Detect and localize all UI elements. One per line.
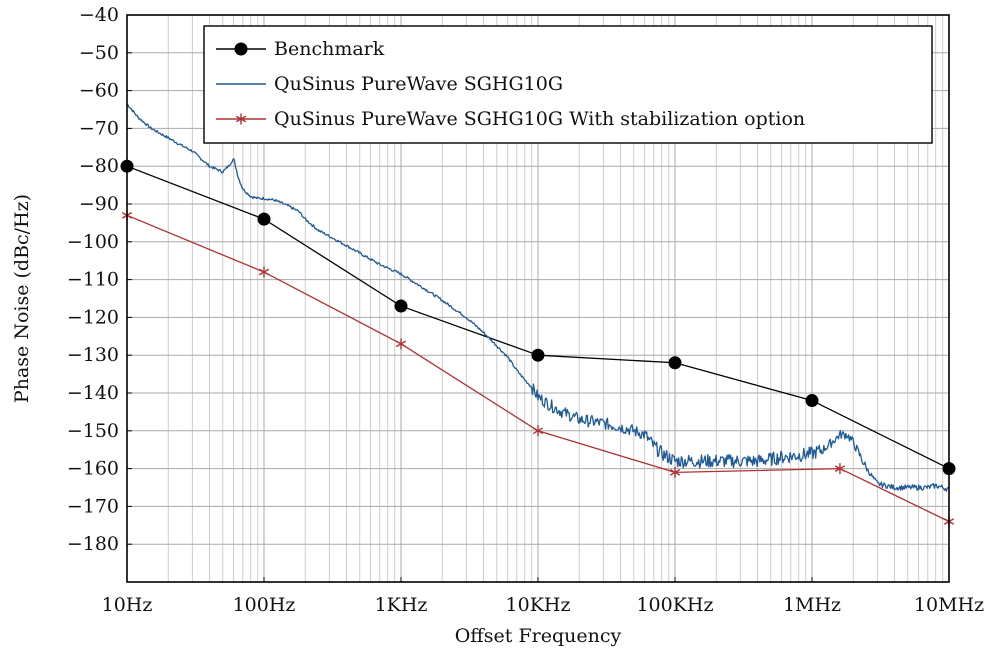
data-point (258, 266, 270, 278)
x-tick-labels: 10Hz 100Hz 1KHz 10KHz 100KHz 1MHz 10MHz (102, 577, 984, 616)
series-layer (120, 103, 956, 528)
x-axis-title: Offset Frequency (455, 625, 622, 647)
legend-box (203, 25, 933, 144)
y-tick-label: −170 (67, 495, 119, 517)
data-point (669, 466, 681, 478)
y-axis-title: Phase Noise (dBc/Hz) (11, 194, 33, 403)
series-0 (120, 159, 956, 476)
legend: Benchmark QuSinus PureWave SGHG10G QuSinus… (203, 25, 933, 144)
series-line (126, 103, 950, 492)
y-tick-label: −150 (67, 420, 119, 442)
y-tick-labels: −40 −50 −60 −70 −80 −90 −100 −110 −120 −130 −140 −1… (67, 4, 132, 555)
legend-label: QuSinus PureWave SGHG10G (274, 73, 563, 95)
data-point (394, 299, 408, 313)
data-point (257, 212, 271, 226)
legend-marker (234, 42, 248, 56)
y-tick-label: −70 (79, 117, 119, 139)
x-tick-label: 1KHz (375, 594, 428, 616)
legend-item: QuSinus PureWave SGHG10G (216, 73, 563, 95)
legend-label: Benchmark (274, 38, 385, 60)
y-tick-label: −130 (67, 344, 119, 366)
y-tick-label: −110 (67, 269, 119, 291)
legend-item: QuSinus PureWave SGHG10G With stabilizat… (216, 108, 805, 130)
x-tick-label: 10MHz (914, 594, 984, 616)
legend-marker (235, 113, 247, 125)
y-tick-label: −80 (79, 155, 119, 177)
x-tick-label: 10Hz (102, 594, 153, 616)
x-tick-label: 10KHz (506, 594, 571, 616)
y-tick-label: −120 (67, 306, 119, 328)
data-point (668, 356, 682, 370)
y-tick-label: −40 (79, 4, 119, 26)
data-point (805, 394, 819, 408)
y-tick-label: −180 (67, 533, 119, 555)
y-tick-label: −100 (67, 231, 119, 253)
data-point (531, 348, 545, 362)
legend-item: Benchmark (216, 38, 385, 60)
data-point (395, 338, 407, 350)
data-point (532, 425, 544, 437)
y-tick-label: −50 (79, 42, 119, 64)
x-tick-label: 100KHz (636, 594, 713, 616)
y-tick-label: −160 (67, 458, 119, 480)
y-tick-label: −90 (79, 193, 119, 215)
data-point (834, 463, 846, 475)
y-tick-label: −140 (67, 382, 119, 404)
legend-label: QuSinus PureWave SGHG10G With stabilizat… (274, 108, 805, 130)
y-tick-label: −60 (79, 80, 119, 102)
x-tick-label: 100Hz (233, 594, 296, 616)
series-1 (126, 103, 950, 492)
x-tick-label: 1MHz (783, 594, 841, 616)
